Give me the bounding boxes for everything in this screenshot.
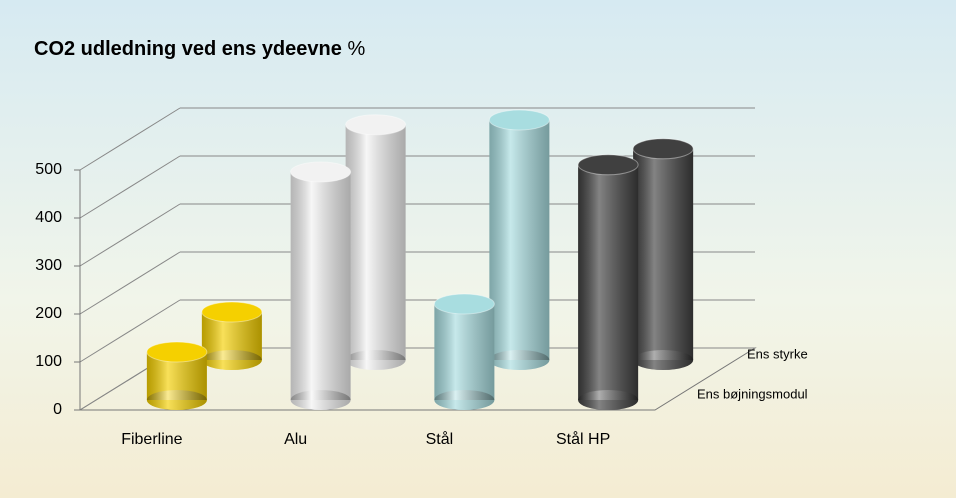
bar-shade: [578, 164, 639, 400]
bar-shade: [434, 304, 495, 400]
cylinder: [433, 293, 495, 410]
cylinder: [201, 301, 263, 370]
cylinder-bottom-shade: [201, 350, 262, 370]
cylinder: [488, 109, 550, 370]
y-tick-label: 500: [35, 161, 62, 178]
grid-line: [79, 299, 181, 363]
cylinder-bottom-shade: [434, 390, 495, 410]
grid-line: [79, 203, 181, 267]
grid-line: [79, 107, 181, 171]
cylinder-top: [146, 341, 208, 363]
y-tick-label: 200: [35, 305, 62, 322]
y-tick-label: 100: [35, 353, 62, 370]
cylinder-top: [488, 109, 550, 131]
cylinder: [632, 138, 694, 370]
cylinder-bottom-shade: [633, 350, 694, 370]
cylinder: [290, 161, 352, 410]
cylinder-bottom-shade: [489, 350, 550, 370]
y-tick-label: 0: [53, 401, 62, 418]
plot: 0 100 200 300 400 500 Ens bøjningsmodul Ens sty…: [35, 107, 808, 448]
grid-line: [79, 155, 181, 219]
chart-title: CO2 udledning ved ens ydeevne %: [34, 38, 365, 60]
grid-line: [79, 251, 181, 315]
y-tick-label: 400: [35, 209, 62, 226]
bar-shade: [345, 124, 406, 360]
x-tick-label: Alu: [284, 431, 307, 448]
cylinder-bottom-shade: [345, 350, 406, 370]
cylinder: [577, 154, 639, 410]
series-label: Ens styrke: [747, 346, 808, 361]
cylinder-bottom-shade: [146, 390, 207, 410]
cylinder-top: [290, 161, 352, 183]
cylinder: [345, 114, 407, 370]
bar-shade: [489, 120, 550, 360]
cylinder-top: [632, 138, 694, 160]
cylinder-bottom-shade: [290, 390, 351, 410]
cylinder: [146, 341, 208, 410]
series-label: Ens bøjningsmodul: [697, 386, 808, 401]
x-tick-label: Stål HP: [556, 430, 610, 448]
cylinder-top: [201, 301, 263, 323]
cylinder-top: [433, 293, 495, 315]
cylinder-top: [345, 114, 407, 136]
cylinder-bottom-shade: [578, 390, 639, 410]
x-tick-label: Stål: [426, 430, 454, 448]
bar-shade: [633, 148, 694, 360]
y-tick-label: 300: [35, 257, 62, 274]
x-tick-label: Fiberline: [121, 431, 182, 448]
bar-shade: [290, 172, 351, 400]
title-unit: %: [347, 38, 365, 60]
title-text: CO2 udledning ved ens ydeevne: [34, 38, 342, 60]
cylinder-top: [577, 154, 639, 176]
